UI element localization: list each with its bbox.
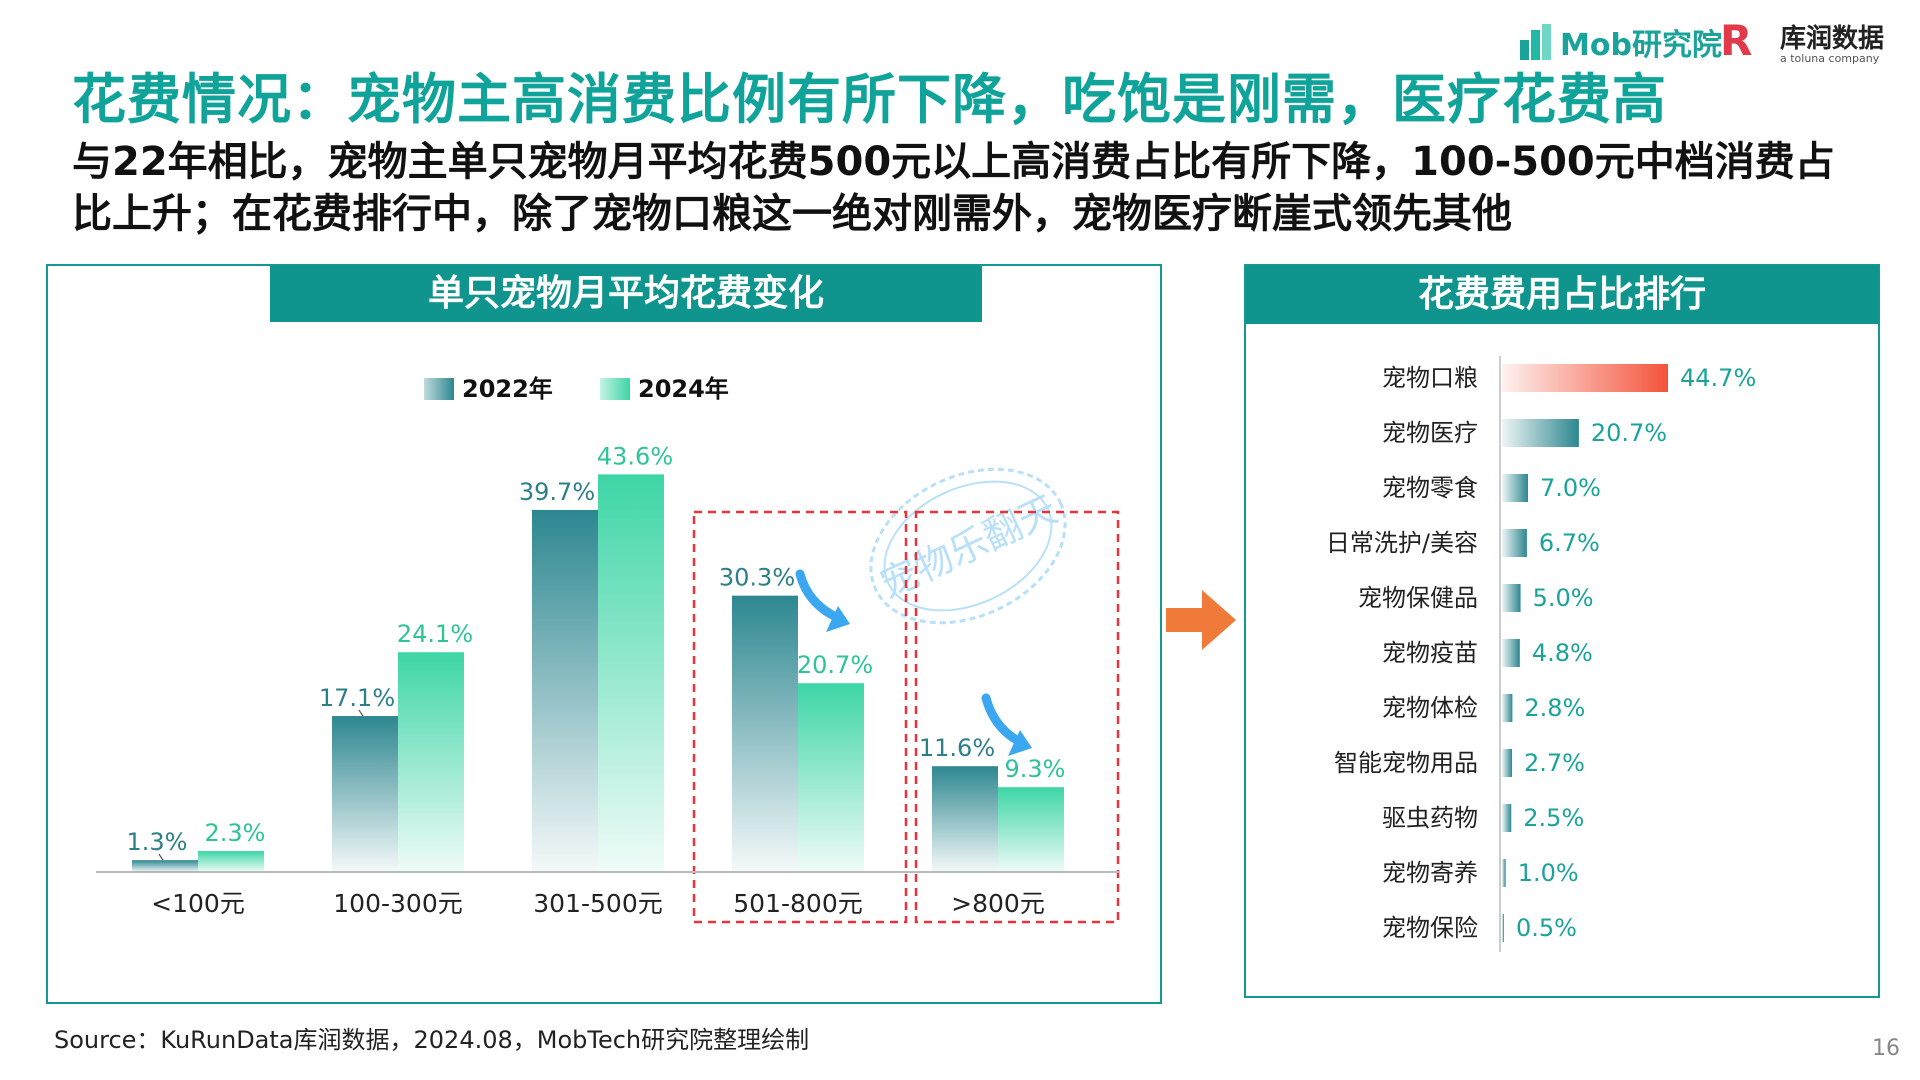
monthly-spend-chart: 2022年 2024年 宠物乐翻天 1.3% 2.3% <100元 17.1% 24.1… bbox=[96, 375, 1120, 924]
bar-2022 bbox=[132, 860, 198, 872]
ranking-value-label: 20.7% bbox=[1591, 419, 1667, 447]
monthly-spend-title: 单只宠物月平均花费变化 bbox=[270, 266, 982, 322]
data-label-2024: 24.1% bbox=[397, 620, 473, 648]
kurun-logo: R 库润数据 a toluna company bbox=[1720, 14, 1910, 66]
ranking-value-label: 2.8% bbox=[1524, 694, 1585, 722]
spend-ranking-panel: 花费费用占比排行 宠物口粮 44.7% 宠物医疗 20.7% 宠物零食 7.0% 日常洗护/… bbox=[1244, 264, 1880, 998]
bar-2024 bbox=[198, 851, 264, 872]
x-tick-label: 501-800元 bbox=[733, 889, 862, 918]
ranking-category-label: 宠物零食 bbox=[1382, 474, 1478, 502]
x-tick-label: <100元 bbox=[151, 889, 245, 918]
x-tick-label: 301-500元 bbox=[533, 889, 662, 918]
page-title: 花费情况：宠物主高消费比例有所下降，吃饱是刚需，医疗花费高 bbox=[72, 68, 1667, 131]
ranking-category-label: 宠物口粮 bbox=[1382, 364, 1478, 392]
mob-logo-icon bbox=[1520, 24, 1551, 60]
x-tick-label: >800元 bbox=[951, 889, 1045, 918]
data-label-2024: 43.6% bbox=[597, 442, 673, 470]
legend-2024-label: 2024年 bbox=[638, 375, 729, 403]
data-label-2022: 30.3% bbox=[719, 564, 795, 592]
x-tick-label: 100-300元 bbox=[333, 889, 462, 918]
ranking-bar bbox=[1502, 639, 1520, 667]
ranking-bar bbox=[1502, 364, 1668, 392]
spend-ranking-title: 花费费用占比排行 bbox=[1246, 266, 1878, 324]
legend-2022-label: 2022年 bbox=[462, 375, 553, 403]
ranking-category-label: 宠物体检 bbox=[1382, 694, 1478, 722]
watermark-text: 宠物乐翻天 bbox=[873, 487, 1064, 607]
ranking-bar bbox=[1502, 804, 1512, 832]
ranking-value-label: 44.7% bbox=[1680, 364, 1756, 392]
data-label-2024: 9.3% bbox=[1005, 755, 1066, 783]
ranking-category-label: 宠物医疗 bbox=[1382, 419, 1478, 447]
ranking-category-label: 宠物疫苗 bbox=[1382, 639, 1478, 667]
page-number: 16 bbox=[1872, 1036, 1900, 1061]
ranking-category-label: 智能宠物用品 bbox=[1334, 749, 1478, 777]
ranking-value-label: 1.0% bbox=[1518, 859, 1579, 887]
ranking-category-label: 日常洗护/美容 bbox=[1326, 529, 1478, 557]
ranking-value-label: 6.7% bbox=[1539, 529, 1600, 557]
kurun-logo-icon: R bbox=[1720, 16, 1753, 65]
ranking-value-label: 7.0% bbox=[1540, 474, 1601, 502]
bar-2024 bbox=[598, 474, 664, 872]
highlight-box-501-800 bbox=[692, 510, 908, 924]
spend-ranking-chart: 宠物口粮 44.7% 宠物医疗 20.7% 宠物零食 7.0% 日常洗护/美容 6.7% 宠物保… bbox=[1326, 356, 1756, 952]
data-label-2022: 17.1% bbox=[319, 684, 395, 712]
ranking-category-label: 驱虫药物 bbox=[1382, 804, 1478, 832]
ranking-bar bbox=[1502, 474, 1528, 502]
ranking-value-label: 2.5% bbox=[1523, 804, 1584, 832]
data-label-2024: 20.7% bbox=[797, 651, 873, 679]
ranking-bar bbox=[1502, 914, 1504, 942]
source-note: Source：KuRunData库润数据，2024.08，MobTech研究院整… bbox=[54, 1026, 810, 1054]
ranking-value-label: 4.8% bbox=[1532, 639, 1593, 667]
bar-2022 bbox=[932, 766, 998, 872]
data-label-2022: 1.3% bbox=[127, 828, 188, 856]
leader-line bbox=[158, 853, 164, 861]
monthly-spend-panel: 单只宠物月平均花费变化 2022年 2024年 bbox=[46, 264, 1162, 1004]
ranking-bar bbox=[1502, 419, 1579, 447]
page-subtitle: 与22年相比，宠物主单只宠物月平均花费500元以上高消费占比有所下降，100-5… bbox=[72, 139, 1835, 237]
data-label-2022: 39.7% bbox=[519, 478, 595, 506]
ranking-bar bbox=[1502, 749, 1513, 777]
ranking-category-label: 宠物寄养 bbox=[1382, 859, 1478, 887]
legend-2022-swatch bbox=[424, 378, 454, 400]
watermark-stamp: 宠物乐翻天 bbox=[869, 467, 1067, 625]
ranking-category-label: 宠物保险 bbox=[1382, 914, 1478, 942]
bar-2022 bbox=[532, 509, 598, 872]
bar-2024 bbox=[398, 652, 464, 872]
highlight-box-800plus bbox=[914, 510, 1120, 924]
kurun-logo-subtext: a toluna company bbox=[1780, 52, 1880, 65]
ranking-bar bbox=[1502, 859, 1506, 887]
data-label-2022: 11.6% bbox=[919, 734, 995, 762]
ranking-bar bbox=[1502, 529, 1527, 557]
decrease-arrow-icon bbox=[981, 693, 1032, 756]
bar-2024 bbox=[798, 683, 864, 872]
decrease-arrow-icon bbox=[795, 569, 850, 632]
bar-2022 bbox=[732, 595, 798, 872]
arrow-right-icon bbox=[1166, 590, 1236, 650]
ranking-value-label: 2.7% bbox=[1524, 749, 1585, 777]
bar-2022 bbox=[332, 716, 398, 872]
mob-logo: Mob研究院 bbox=[1520, 14, 1722, 64]
ranking-value-label: 0.5% bbox=[1516, 914, 1577, 942]
ranking-bar bbox=[1502, 694, 1513, 722]
data-label-2024: 2.3% bbox=[205, 819, 266, 847]
legend-2024-swatch bbox=[600, 378, 630, 400]
bar-2024 bbox=[998, 787, 1064, 872]
ranking-bar bbox=[1502, 584, 1521, 612]
ranking-category-label: 宠物保健品 bbox=[1358, 584, 1478, 612]
leader-line bbox=[358, 709, 364, 717]
kurun-logo-text: 库润数据 bbox=[1780, 24, 1885, 54]
mob-logo-text: Mob研究院 bbox=[1560, 28, 1722, 63]
ranking-value-label: 5.0% bbox=[1533, 584, 1594, 612]
